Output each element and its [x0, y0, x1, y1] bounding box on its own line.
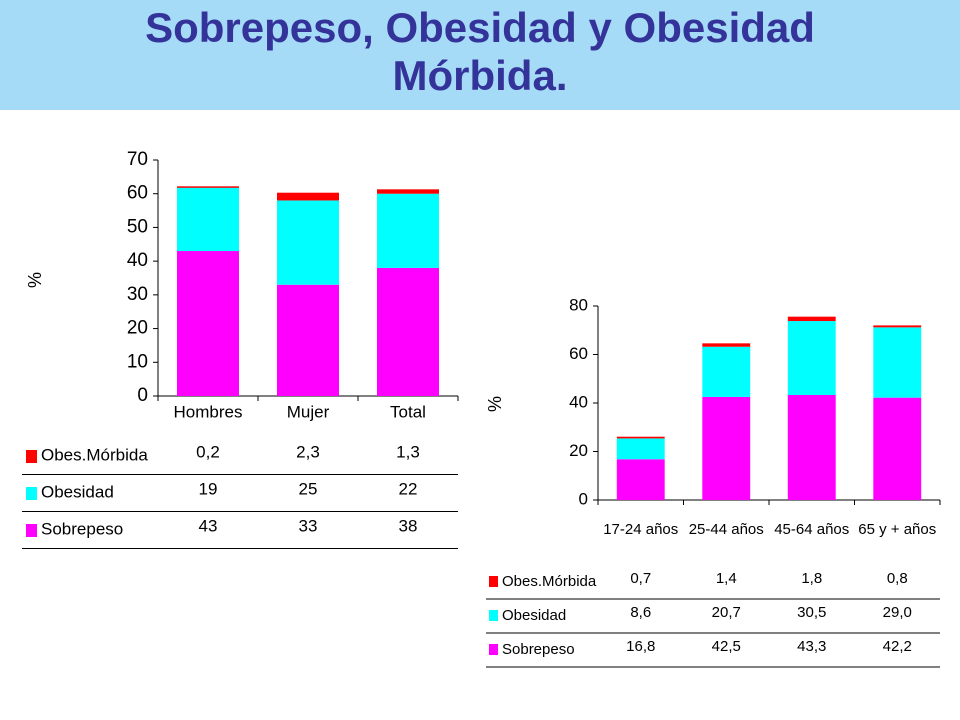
bar-obes-m-rbida-3: [873, 325, 922, 328]
table-cell: 2,3: [296, 442, 320, 461]
legend-label: Obesidad: [502, 607, 566, 624]
legend-swatch: [489, 610, 498, 621]
x-category-label: 17-24 años: [603, 521, 678, 538]
x-category-label: Hombres: [174, 402, 243, 421]
table-cell: 20,7: [712, 604, 741, 621]
x-category-label: Total: [390, 402, 426, 421]
table-cell: 30,5: [797, 604, 826, 621]
bar-obesidad-2: [787, 321, 836, 395]
bar-obes-m-rbida-0: [616, 436, 665, 439]
table-cell: 1,4: [716, 570, 737, 587]
title-line-2: Mórbida.: [392, 52, 568, 99]
y-tick-label: 0: [579, 489, 588, 508]
table-cell: 43: [199, 516, 218, 535]
legend-swatch: [489, 576, 498, 587]
bar-obesidad-0: [616, 438, 665, 460]
bar-obesidad-0: [177, 186, 239, 252]
y-axis-label: %: [25, 272, 45, 288]
bar-obes-m-rbida-2: [377, 189, 439, 194]
bar-obesidad-2: [377, 193, 439, 268]
bar-sobrepeso-1: [702, 396, 751, 500]
table-cell: 16,8: [626, 638, 655, 655]
table-cell: 22: [399, 479, 418, 498]
table-cell: 25: [299, 479, 318, 498]
y-tick-label: 20: [569, 441, 588, 460]
table-cell: 0,2: [196, 442, 220, 461]
y-tick-label: 20: [127, 318, 148, 339]
y-tick-label: 30: [127, 284, 148, 305]
bar-obesidad-1: [277, 200, 339, 285]
y-tick-label: 40: [569, 392, 588, 411]
table-cell: 8,6: [630, 604, 651, 621]
table-cell: 43,3: [797, 638, 826, 655]
legend-swatch: [26, 524, 37, 537]
x-category-label: 45-64 años: [774, 521, 849, 538]
table-cell: 29,0: [883, 604, 912, 621]
bar-obesidad-1: [702, 346, 751, 397]
y-tick-label: 60: [127, 183, 148, 204]
bar-sobrepeso-0: [616, 459, 665, 500]
y-tick-label: 80: [569, 295, 588, 314]
table-cell: 33: [299, 516, 318, 535]
title-banner: [0, 0, 960, 110]
bar-obesidad-3: [873, 327, 922, 398]
y-tick-label: 0: [137, 385, 148, 406]
table-cell: 38: [399, 516, 418, 535]
table-cell: 19: [199, 479, 218, 498]
y-tick-label: 70: [127, 149, 148, 170]
table-cell: 0,7: [630, 570, 651, 587]
legend-label: Sobrepeso: [502, 641, 575, 658]
x-category-label: 25-44 años: [689, 521, 764, 538]
legend-label: Obes.Mórbida: [41, 445, 148, 464]
legend-label: Sobrepeso: [41, 519, 123, 538]
table-cell: 42,2: [883, 638, 912, 655]
y-axis-label: %: [485, 396, 505, 412]
table-cell: 1,3: [396, 442, 420, 461]
bar-obes-m-rbida-2: [787, 316, 836, 322]
legend-swatch: [489, 644, 498, 655]
bar-sobrepeso-2: [377, 267, 439, 396]
table-cell: 0,8: [887, 570, 908, 587]
bar-obes-m-rbida-1: [277, 192, 339, 201]
y-tick-label: 60: [569, 344, 588, 363]
y-tick-label: 10: [127, 351, 148, 372]
table-cell: 1,8: [801, 570, 822, 587]
legend-label: Obes.Mórbida: [502, 573, 597, 590]
x-category-label: 65 y + años: [858, 521, 936, 538]
y-tick-label: 50: [127, 216, 148, 237]
bar-sobrepeso-0: [177, 251, 239, 396]
bar-obes-m-rbida-0: [177, 186, 239, 188]
legend-swatch: [26, 487, 37, 500]
legend-label: Obesidad: [41, 482, 114, 501]
y-tick-label: 40: [127, 250, 148, 271]
bar-obes-m-rbida-1: [702, 343, 751, 347]
legend-swatch: [26, 450, 37, 463]
bar-sobrepeso-3: [873, 397, 922, 500]
bar-sobrepeso-1: [277, 284, 339, 396]
title-line-1: Sobrepeso, Obesidad y Obesidad: [145, 4, 815, 51]
page-title: Sobrepeso, Obesidad y Obesidad Mórbida.: [0, 4, 960, 100]
bar-sobrepeso-2: [787, 394, 836, 500]
x-category-label: Mujer: [287, 402, 330, 421]
table-cell: 42,5: [712, 638, 741, 655]
